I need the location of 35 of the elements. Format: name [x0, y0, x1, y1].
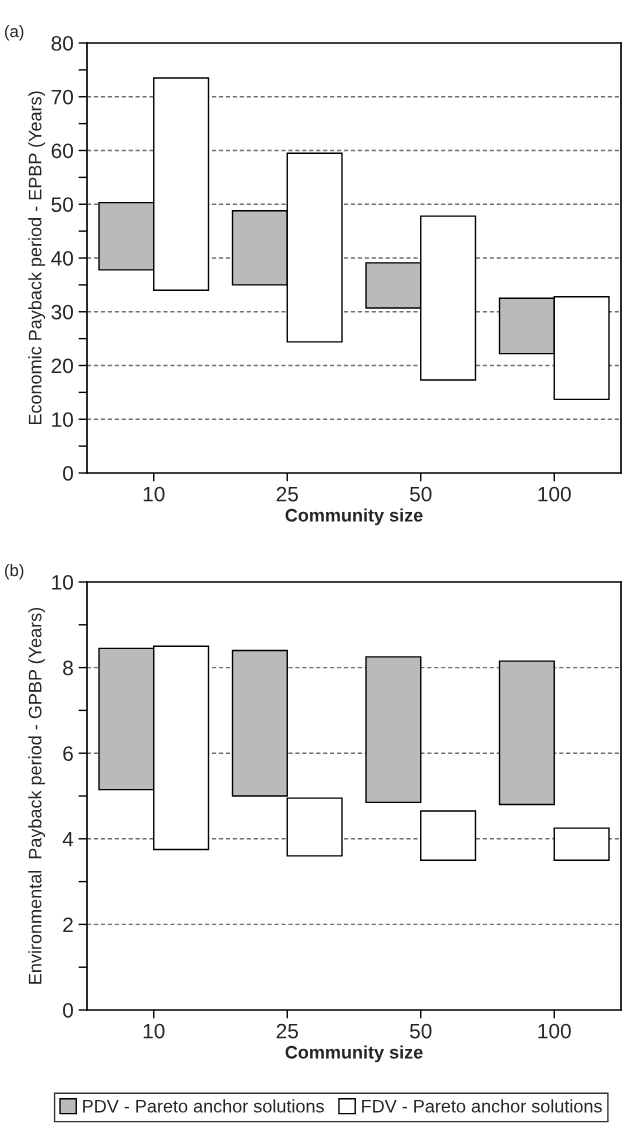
- y-axis-title: Environmental Payback period - GPBP (Years): [28, 607, 46, 984]
- x-tick-label: 50: [410, 1023, 432, 1039]
- x-tick-label: 50: [410, 486, 432, 502]
- x-tick-label: 25: [276, 1023, 298, 1039]
- y-tick-label: 0: [63, 466, 73, 481]
- x-tick-label: 25: [276, 486, 298, 502]
- y-tick-label: 2: [63, 917, 73, 932]
- y-tick-label: 30: [51, 304, 73, 320]
- x-tick-label: 10: [143, 1023, 165, 1039]
- y-tick-label: 10: [52, 575, 73, 590]
- bar: [365, 656, 422, 804]
- bar: [553, 827, 610, 861]
- y-tick-label: 8: [63, 660, 73, 676]
- x-tick-label: 100: [538, 1023, 571, 1039]
- y-axis-title: Economic Payback period - EPBP (Years): [28, 91, 46, 425]
- text: (b): [5, 564, 24, 580]
- y-tick-label: 40: [51, 251, 73, 266]
- y-tick-label: 10: [52, 412, 73, 427]
- legend-label: FDV - Pareto anchor solutions: [362, 1099, 602, 1113]
- y-tick-label: 60: [51, 143, 73, 159]
- y-tick-label: 0: [63, 1003, 73, 1018]
- bar: [498, 660, 555, 806]
- y-tick-label: 80: [51, 36, 73, 51]
- x-tick-label: 10: [143, 486, 165, 502]
- y-tick-label: 70: [51, 89, 73, 105]
- legend-label: PDV - Pareto anchor solutions: [83, 1099, 324, 1113]
- x-axis-title: Community size: [285, 508, 423, 526]
- y-tick-label: 6: [63, 746, 73, 761]
- x-tick-label: 100: [538, 486, 571, 502]
- bar: [420, 810, 477, 861]
- y-tick-label: 50: [51, 197, 73, 212]
- x-axis-title: Community size: [285, 1045, 423, 1063]
- y-tick-label: 20: [51, 358, 73, 374]
- text: (a): [5, 25, 24, 41]
- y-tick-label: 4: [62, 832, 74, 847]
